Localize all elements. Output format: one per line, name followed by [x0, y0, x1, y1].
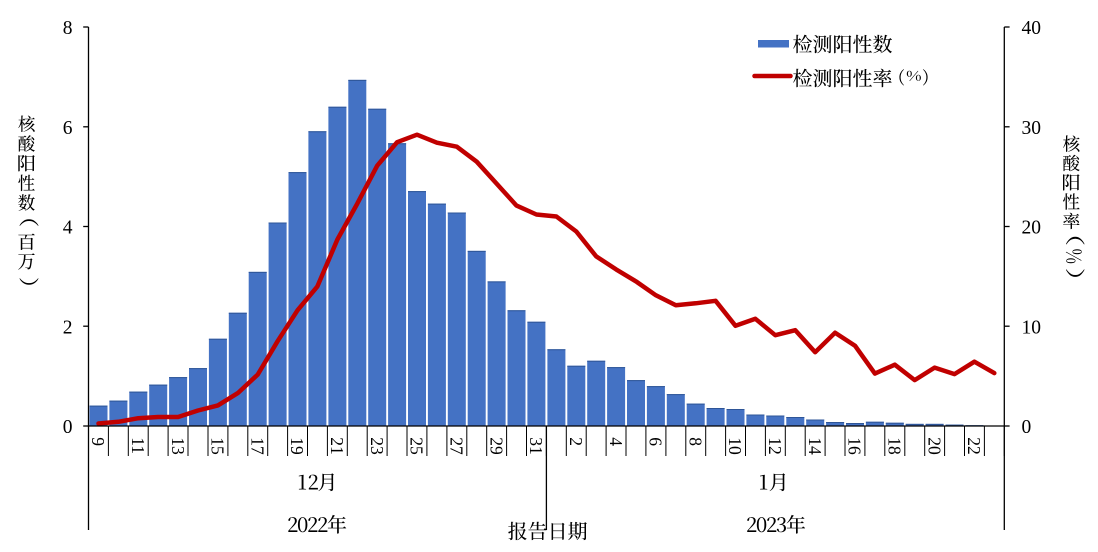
- svg-text:2: 2: [63, 317, 73, 338]
- svg-text:22: 22: [964, 437, 984, 455]
- svg-text:17: 17: [247, 437, 267, 455]
- svg-text:6: 6: [63, 118, 73, 139]
- svg-text:27: 27: [447, 437, 467, 455]
- svg-text:14: 14: [805, 437, 825, 455]
- svg-text:2: 2: [566, 437, 586, 446]
- svg-text:40: 40: [1022, 18, 1042, 39]
- svg-text:0: 0: [63, 417, 73, 438]
- svg-text:10: 10: [1022, 317, 1042, 338]
- svg-text:4: 4: [63, 218, 73, 239]
- svg-text:16: 16: [845, 437, 865, 455]
- svg-text:12: 12: [765, 437, 785, 455]
- svg-text:9: 9: [88, 437, 108, 446]
- svg-text:20: 20: [1022, 218, 1042, 239]
- svg-text:10: 10: [725, 437, 745, 455]
- svg-text:18: 18: [885, 437, 905, 455]
- svg-text:21: 21: [327, 437, 347, 455]
- svg-text:0: 0: [1022, 417, 1032, 438]
- svg-text:8: 8: [685, 437, 705, 446]
- svg-text:31: 31: [526, 437, 546, 455]
- svg-text:20: 20: [924, 437, 944, 455]
- svg-text:6: 6: [646, 437, 666, 446]
- svg-text:15: 15: [208, 437, 228, 455]
- svg-text:19: 19: [287, 437, 307, 455]
- svg-text:30: 30: [1022, 118, 1042, 139]
- svg-text:11: 11: [128, 437, 148, 454]
- svg-text:29: 29: [486, 437, 506, 455]
- svg-text:23: 23: [367, 437, 387, 455]
- svg-text:8: 8: [63, 18, 73, 39]
- svg-text:25: 25: [407, 437, 427, 455]
- svg-text:13: 13: [168, 437, 188, 455]
- svg-text:4: 4: [606, 437, 626, 446]
